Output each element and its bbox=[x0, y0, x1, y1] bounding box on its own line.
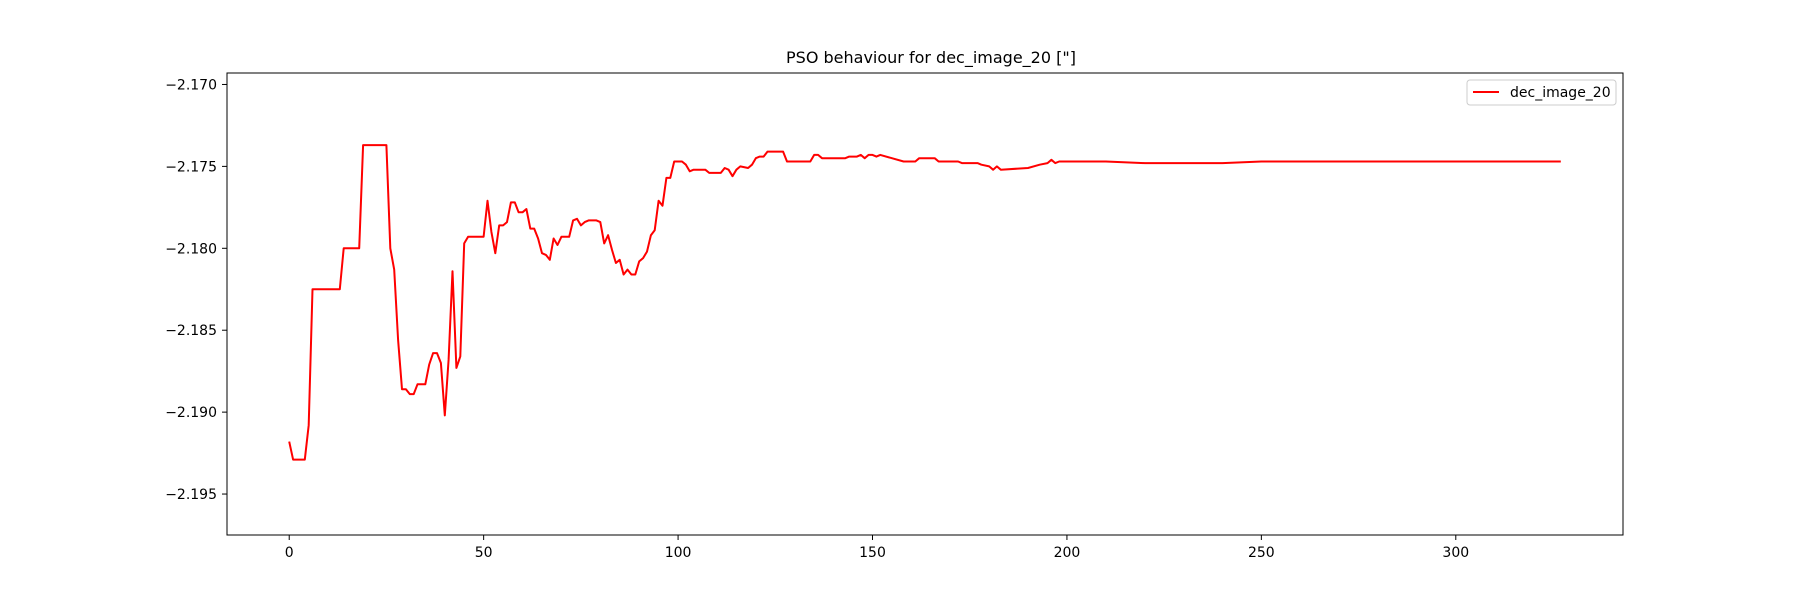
x-tick-label: 100 bbox=[665, 545, 692, 561]
x-tick-label: 300 bbox=[1442, 545, 1469, 561]
x-axis: 0 50 100 150 200 250 300 bbox=[285, 535, 1469, 561]
legend: dec_image_20 bbox=[1466, 79, 1617, 106]
y-axis: −2.170 −2.175 −2.180 −2.185 −2.190 −2.195 bbox=[165, 77, 227, 503]
x-tick-label: 150 bbox=[859, 545, 886, 561]
x-tick-label: 0 bbox=[285, 545, 294, 561]
x-tick-label: 250 bbox=[1248, 545, 1275, 561]
y-tick-label: −2.195 bbox=[165, 487, 217, 503]
plot-area bbox=[226, 72, 1624, 536]
y-tick-label: −2.175 bbox=[165, 159, 217, 175]
x-tick-label: 50 bbox=[475, 545, 493, 561]
x-tick-label: 200 bbox=[1054, 545, 1081, 561]
y-tick-label: −2.185 bbox=[165, 323, 217, 339]
series-line-dec-image-20 bbox=[288, 144, 1561, 461]
chart-title: PSO behaviour for dec_image_20 ["] bbox=[786, 48, 1076, 68]
y-tick-label: −2.190 bbox=[165, 405, 217, 421]
legend-label: dec_image_20 bbox=[1510, 85, 1611, 101]
y-tick-label: −2.180 bbox=[165, 241, 217, 257]
legend-frame bbox=[1466, 79, 1617, 106]
y-tick-label: −2.170 bbox=[165, 77, 217, 93]
